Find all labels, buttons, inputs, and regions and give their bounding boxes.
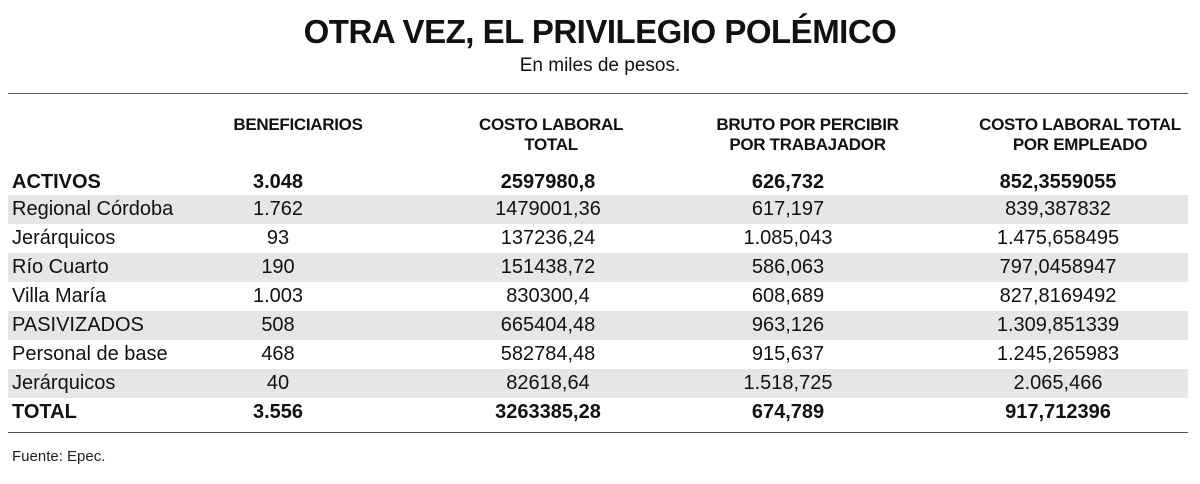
table-cell: 1.475,658495 <box>996 227 1120 249</box>
table-cell: 1.762 <box>252 198 304 220</box>
row-label: Regional Córdoba <box>12 198 174 220</box>
table-row: Villa María 1.003 830300,4 608,689 827,81694… <box>8 282 1188 311</box>
table-cell: 608,689 <box>751 285 825 307</box>
column-header-beneficiarios: BENEFICIARIOS <box>233 115 363 134</box>
table-cell: 963,126 <box>751 314 825 336</box>
table-cell: 82618,64 <box>506 372 590 394</box>
table-cell: 1.085,043 <box>743 227 833 249</box>
column-header-costo-por-empleado: COSTO LABORAL TOTAL POR EMPLEADO <box>979 115 1181 154</box>
table-cell: 1479001,36 <box>495 198 601 220</box>
table-cell: 3.048 <box>252 171 304 193</box>
table-cell: 1.518,725 <box>743 372 833 394</box>
table-cell: 1.309,851339 <box>996 314 1120 336</box>
table-row: TOTAL 3.556 3263385,28 674,789 917,712396 <box>8 398 1188 427</box>
row-label: Jerárquicos <box>12 227 116 249</box>
table-cell: 665404,48 <box>500 314 596 336</box>
table-row: Regional Córdoba 1.762 1479001,36 617,197 83… <box>8 195 1188 224</box>
table-cell: 917,712396 <box>1005 401 1111 423</box>
table-row: PASIVIZADOS 508 665404,48 963,126 1.309,8513… <box>8 311 1188 340</box>
table-cell: 40 <box>266 372 290 394</box>
table-cell: 674,789 <box>751 401 825 423</box>
table-cell: 190 <box>261 256 295 278</box>
table-row: Personal de base 468 582784,48 915,637 1.245… <box>8 340 1188 369</box>
row-label: TOTAL <box>12 401 77 423</box>
table-row: Jerárquicos 93 137236,24 1.085,043 1.475,658… <box>8 224 1188 253</box>
row-label: ACTIVOS <box>12 171 101 193</box>
row-label: Jerárquicos <box>12 372 116 394</box>
table-cell: 2597980,8 <box>500 171 596 193</box>
table-cell: 508 <box>261 314 295 336</box>
table-cell: 3263385,28 <box>495 401 601 423</box>
table-cell: 1.245,265983 <box>996 343 1120 365</box>
row-label: PASIVIZADOS <box>12 314 144 336</box>
row-label: Personal de base <box>12 343 168 365</box>
table-row: Río Cuarto 190 151438,72 586,063 797,0458947 <box>8 253 1188 282</box>
row-label: Villa María <box>12 285 107 307</box>
row-label: Río Cuarto <box>12 256 109 278</box>
table-row: Jerárquicos 40 82618,64 1.518,725 2.065,466 <box>8 369 1188 398</box>
table-cell: 3.556 <box>252 401 304 423</box>
top-divider <box>8 93 1188 94</box>
table-cell: 2.065,466 <box>1013 372 1103 394</box>
chart-title: OTRA VEZ, EL PRIVILEGIO POLÉMICO <box>303 13 897 50</box>
source-note: Fuente: Epec. <box>12 448 106 465</box>
table-cell: 468 <box>261 343 295 365</box>
table-cell: 852,3559055 <box>999 171 1117 193</box>
table-cell: 839,387832 <box>1005 198 1111 220</box>
table-cell: 151438,72 <box>500 256 596 278</box>
table-cell: 830300,4 <box>506 285 590 307</box>
column-header-costo-laboral-total: COSTO LABORAL TOTAL <box>478 115 624 154</box>
bottom-divider <box>8 432 1188 433</box>
chart-subtitle: En miles de pesos. <box>519 55 681 76</box>
table-cell: 626,732 <box>751 171 825 193</box>
table-cell: 586,063 <box>751 256 825 278</box>
table-cell: 93 <box>266 227 290 249</box>
table-cell: 582784,48 <box>500 343 596 365</box>
table-cell: 797,0458947 <box>999 256 1117 278</box>
data-table: ACTIVOS 3.048 2597980,8 626,732 852,3559055 R… <box>8 169 1188 427</box>
table-cell: 827,8169492 <box>999 285 1117 307</box>
column-header-bruto-por-percibir: BRUTO POR PERCIBIR POR TRABAJADOR <box>716 115 899 154</box>
table-cell: 915,637 <box>751 343 825 365</box>
table-cell: 617,197 <box>751 198 825 220</box>
table-cell: 1.003 <box>252 285 304 307</box>
table-cell: 137236,24 <box>500 227 596 249</box>
table-row: ACTIVOS 3.048 2597980,8 626,732 852,3559055 <box>8 169 1188 195</box>
